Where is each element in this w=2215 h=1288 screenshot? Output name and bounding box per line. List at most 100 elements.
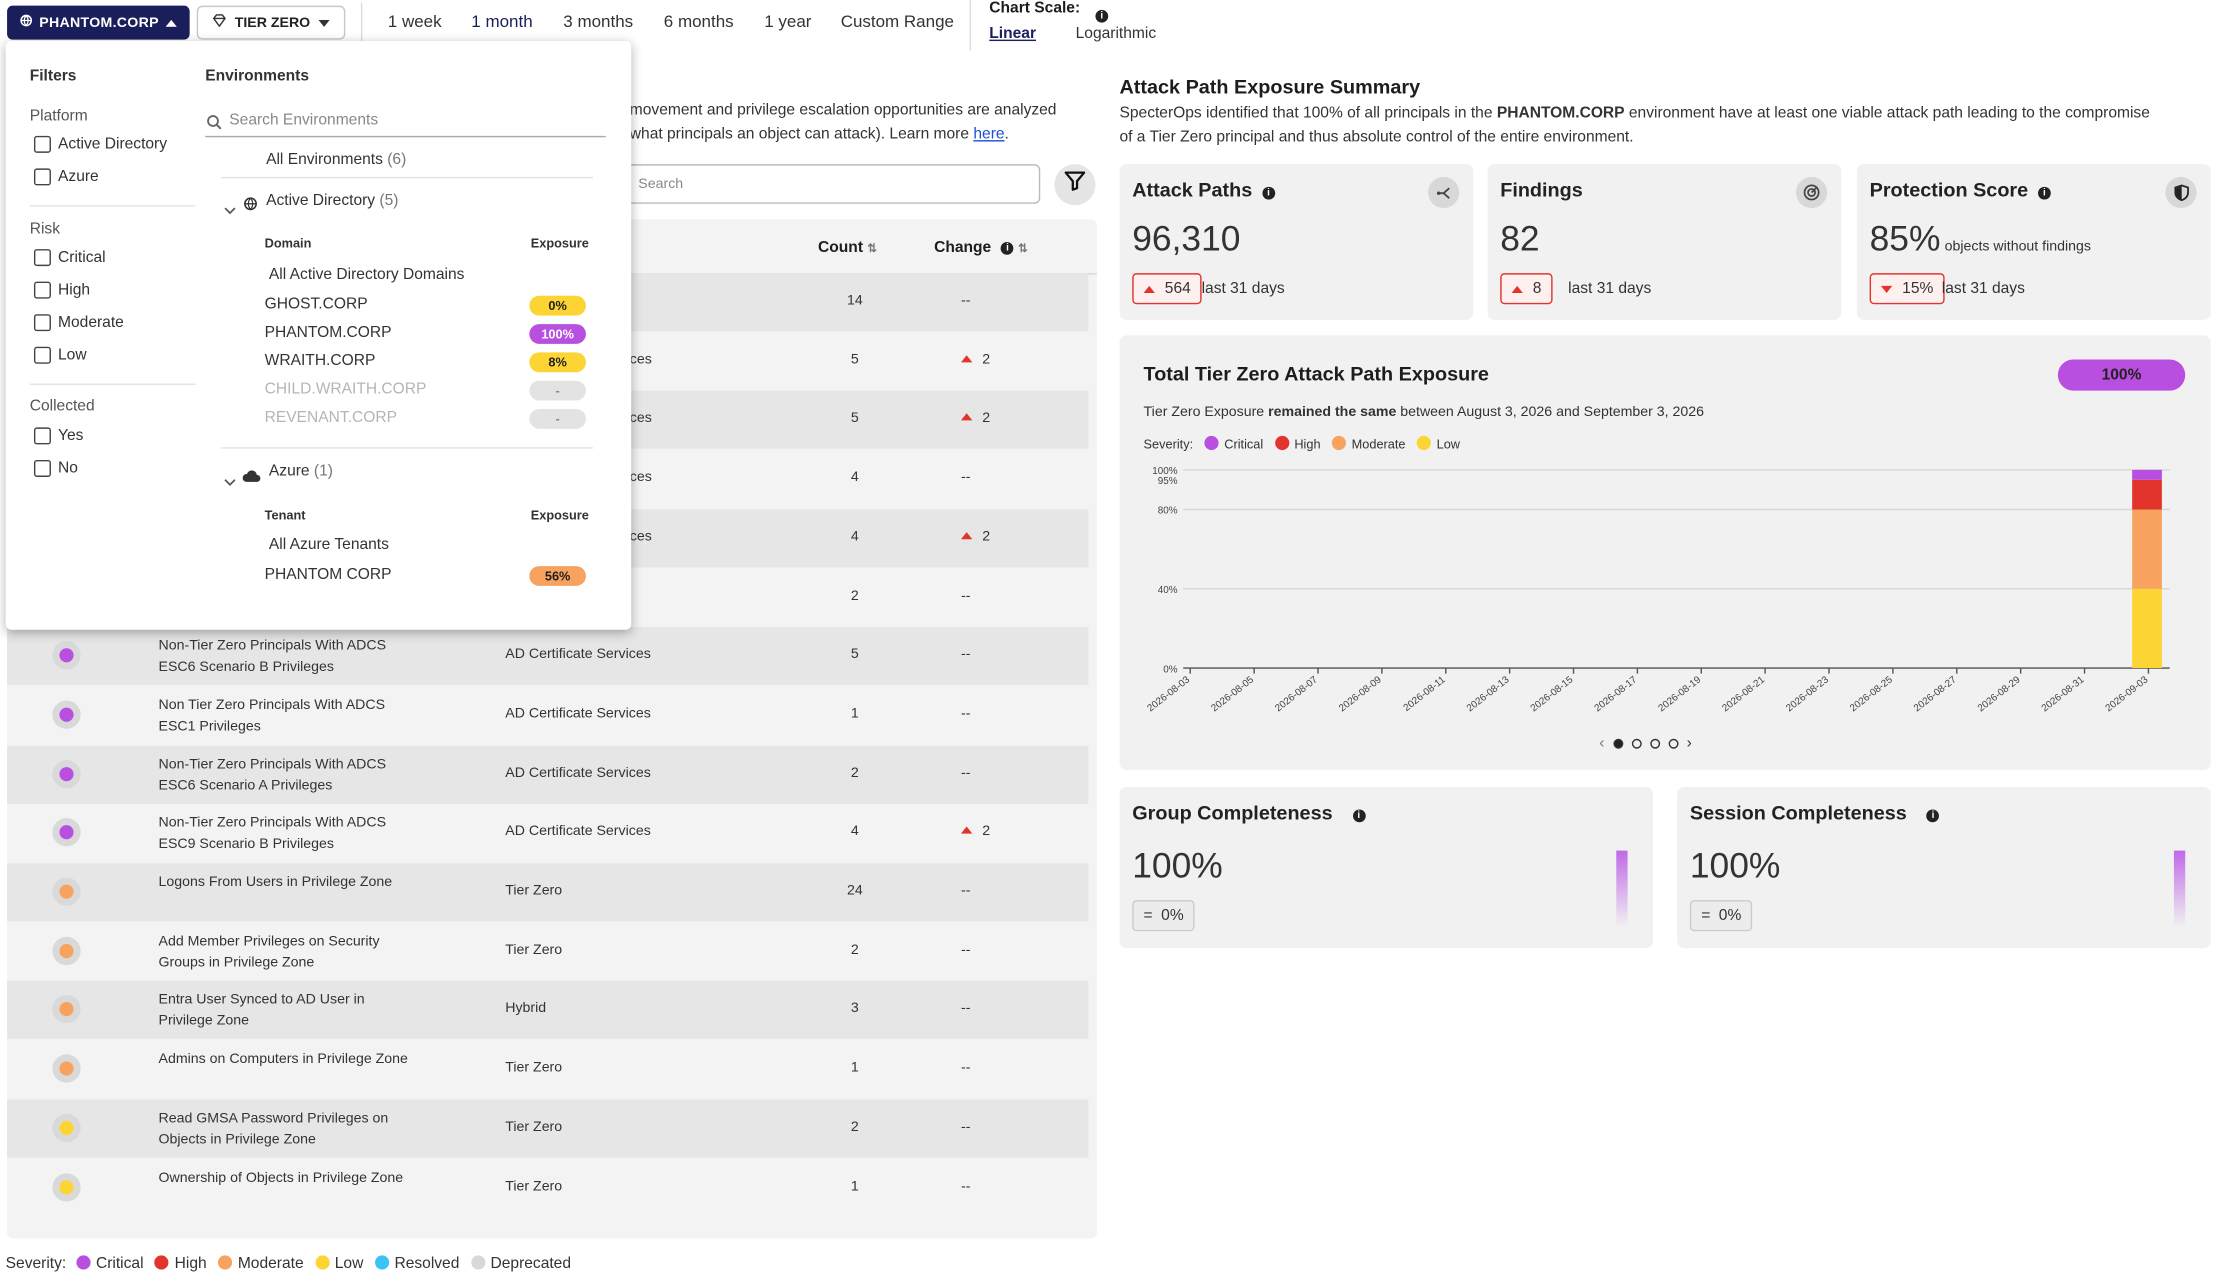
table-row[interactable]: Admins on Computers in Privilege Zone Tie… [7,1040,1088,1098]
tenant-option[interactable]: PHANTOM CORP [264,566,392,584]
finding-category: ces [629,529,652,545]
table-row[interactable]: Read GMSA Password Privileges on Objects… [7,1099,1089,1158]
risk-high-label[interactable]: High [58,281,91,299]
pager-dot[interactable] [1612,738,1623,748]
finding-category: Tier Zero [505,942,563,958]
scale-logarithmic-option[interactable]: Logarithmic [1075,25,1157,43]
finding-count: 2 [850,765,859,781]
exposure-stacked-bar-chart: 0% 40% 80% 95%100% 2026-08-03 2026-08-05 2026-… [1145,466,2170,714]
chevron-right-icon[interactable]: › [1686,734,1692,752]
risk-low-label[interactable]: Low [58,346,87,364]
environment-selector-button[interactable]: PHANTOM.CORP [7,5,190,40]
table-row[interactable]: ces 4 -- [7,450,1088,508]
info-icon[interactable]: i [1262,186,1275,200]
table-row[interactable]: ces 5 2 [7,332,1088,390]
collected-no-checkbox[interactable] [33,459,51,477]
table-row[interactable]: Logons From Users in Privilege Zone Tier … [7,863,1089,922]
severity-indicator-icon [52,877,81,906]
risk-low-checkbox[interactable] [33,346,51,364]
environment-search-input[interactable]: Search Environments [205,106,606,138]
filter-button[interactable] [1054,164,1096,206]
pager-dot[interactable] [1649,738,1660,748]
learn-more-link[interactable]: here [973,125,1005,143]
platform-ad-label[interactable]: Active Directory [58,135,168,153]
table-row[interactable]: Non-Tier Zero Principals With ADCS ESC6 … [7,627,1089,686]
azure-group[interactable]: Azure (1) [268,462,333,480]
column-header-count[interactable]: Count ⇅ [818,239,877,257]
collected-yes-label[interactable]: Yes [58,427,84,445]
chevron-down-icon[interactable] [224,468,237,493]
info-icon[interactable]: i [1926,809,1940,823]
globe-icon [243,192,257,217]
risk-critical-label[interactable]: Critical [58,249,106,267]
risk-high-checkbox[interactable] [33,281,51,299]
pager-dots [1612,738,1679,748]
platform-ad-checkbox[interactable] [33,135,51,153]
table-row[interactable]: Add Member Privileges on Security Groups… [7,922,1088,980]
severity-legend: Severity: Critical High Moderate Low Resolve… [6,1255,571,1272]
severity-indicator-icon [52,1054,81,1083]
active-directory-group[interactable]: Active Directory (5) [266,192,399,210]
risk-critical-checkbox[interactable] [33,249,51,267]
chevron-left-icon[interactable]: ‹ [1599,734,1605,752]
all-azure-tenants-option[interactable]: All Azure Tenants [268,536,389,554]
info-icon[interactable]: i [2038,186,2051,200]
column-header-change[interactable]: Change i ⇅ [934,239,1028,257]
session-completeness-sparkline [2173,850,2186,928]
protection-score-card: Protection Score i 85% objects without fi… [1856,164,2211,320]
range-1-month[interactable]: 1 month [471,11,533,32]
risk-moderate-checkbox[interactable] [33,314,51,332]
platform-azure-label[interactable]: Azure [58,168,99,186]
table-row[interactable]: Entra User Synced to AD User in Privileg… [7,981,1089,1040]
table-row[interactable]: Ownership of Objects in Privilege Zone Ti… [7,1158,1088,1216]
domain-option[interactable]: PHANTOM.CORP [264,324,392,342]
table-row[interactable]: Non-Tier Zero Principals With ADCS ESC9 … [7,804,1088,862]
table-row[interactable]: Non-Tier Zero Principals With ADCS ESC6 … [7,745,1089,804]
exposure-column-header: Exposure [530,236,589,251]
collected-yes-checkbox[interactable] [33,427,51,445]
shield-icon [2165,176,2197,209]
range-3-months[interactable]: 3 months [563,11,634,32]
environment-selector-label: PHANTOM.CORP [39,14,159,31]
findings-search-input[interactable]: Search [622,164,1041,204]
info-icon[interactable]: i [1095,1,1109,26]
legend-item-resolved: Resolved [374,1255,459,1272]
collected-no-label[interactable]: No [58,459,78,477]
sort-icon: ⇅ [867,242,877,255]
range-6-months[interactable]: 6 months [663,11,734,32]
tier-selector-button[interactable]: TIER ZERO [196,5,346,40]
scale-linear-option[interactable]: Linear [989,25,1037,43]
severity-indicator-icon [52,818,81,847]
info-icon[interactable]: i [1352,809,1366,823]
domain-option[interactable]: WRAITH.CORP [264,352,376,370]
domain-option[interactable]: GHOST.CORP [264,295,368,313]
range-custom[interactable]: Custom Range [840,11,954,32]
all-ad-domains-option[interactable]: All Active Directory Domains [268,266,465,284]
legend-dot-icon [374,1255,389,1270]
pager-dot[interactable] [1668,738,1679,748]
x-tick-label: 2026-08-21 [1720,674,1767,714]
findings-period: last 31 days [1568,280,1652,298]
severity-indicator-icon [52,641,81,670]
collected-label: Collected [29,397,95,415]
caret-down-icon [318,15,331,31]
range-1-week[interactable]: 1 week [387,11,442,32]
legend-dot-icon [154,1255,170,1270]
platform-azure-checkbox[interactable] [33,168,51,186]
chevron-down-icon[interactable] [224,197,237,222]
exposure-badge: 56% [529,566,586,586]
protection-score-period: last 31 days [1941,280,2025,298]
finding-name: Ownership of Objects in Privilege Zone [158,1169,404,1186]
bar-segment-high [2132,479,2162,510]
range-1-year[interactable]: 1 year [764,11,812,32]
y-tick-label: 95% [1158,476,1178,487]
pager-dot[interactable] [1631,738,1642,748]
exposure-badge: - [529,409,586,429]
arrow-up-icon [960,413,973,421]
severity-indicator-icon [52,759,81,788]
all-environments-option[interactable]: All Environments (6) [266,151,407,169]
table-row[interactable]: Non Tier Zero Principals With ADCS ESC1 … [7,686,1088,744]
equal-icon: = [1143,907,1153,925]
x-tick-label: 2026-08-15 [1529,674,1576,714]
risk-moderate-label[interactable]: Moderate [58,314,124,332]
